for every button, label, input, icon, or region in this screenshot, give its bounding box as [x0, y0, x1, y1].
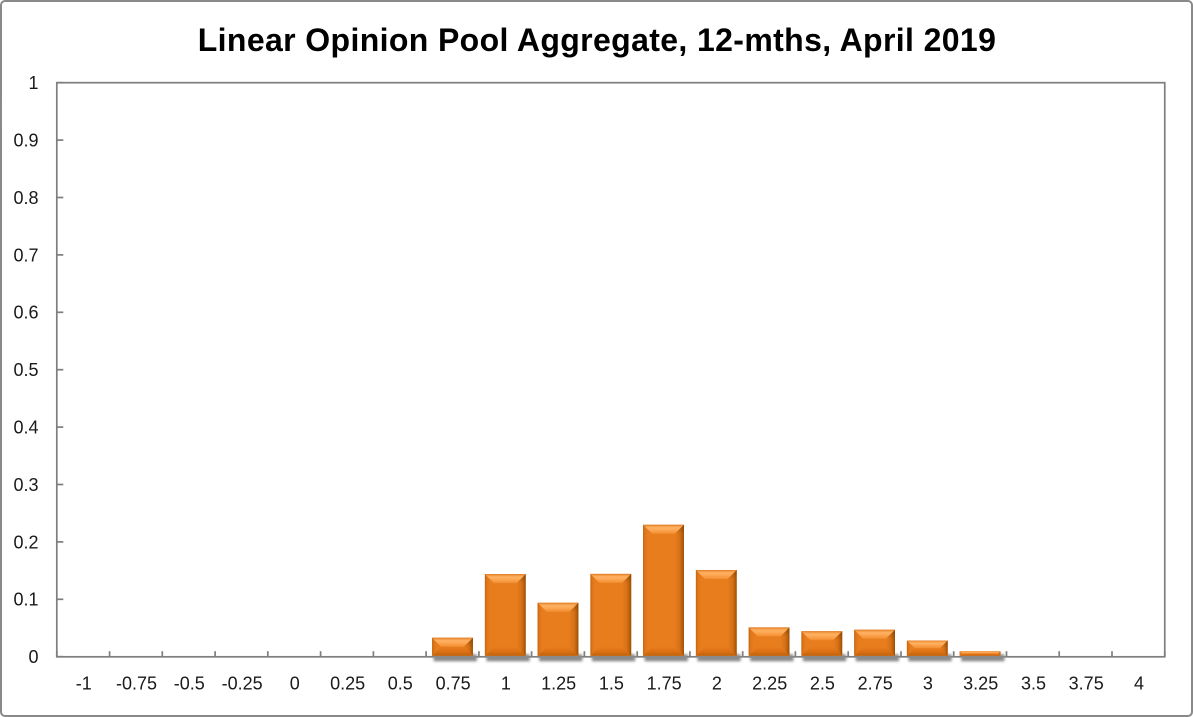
svg-text:1.5: 1.5 [599, 673, 624, 693]
svg-text:2.25: 2.25 [752, 673, 787, 693]
svg-text:0.2: 0.2 [13, 532, 38, 552]
svg-text:-0.25: -0.25 [222, 673, 263, 693]
svg-text:3.5: 3.5 [1021, 673, 1046, 693]
svg-text:0.5: 0.5 [388, 673, 413, 693]
svg-text:0.8: 0.8 [13, 188, 38, 208]
svg-text:3.25: 3.25 [963, 673, 998, 693]
svg-text:-0.5: -0.5 [174, 673, 205, 693]
svg-text:2.5: 2.5 [810, 673, 835, 693]
svg-text:0.1: 0.1 [13, 590, 38, 610]
svg-text:2: 2 [712, 673, 722, 693]
svg-text:1: 1 [501, 673, 511, 693]
svg-text:0.9: 0.9 [13, 131, 38, 151]
svg-text:0.6: 0.6 [13, 303, 38, 323]
svg-text:1.75: 1.75 [647, 673, 682, 693]
svg-text:0.4: 0.4 [13, 418, 38, 438]
svg-text:1: 1 [28, 73, 38, 93]
svg-text:3: 3 [923, 673, 933, 693]
svg-text:-1: -1 [76, 673, 92, 693]
svg-text:0.25: 0.25 [330, 673, 365, 693]
svg-text:0: 0 [28, 647, 38, 667]
svg-text:0.3: 0.3 [13, 475, 38, 495]
svg-text:0.75: 0.75 [436, 673, 471, 693]
svg-text:4: 4 [1134, 673, 1144, 693]
svg-text:3.75: 3.75 [1069, 673, 1104, 693]
svg-text:-0.75: -0.75 [116, 673, 157, 693]
svg-text:1.25: 1.25 [541, 673, 576, 693]
svg-text:0.7: 0.7 [13, 245, 38, 265]
svg-text:2.75: 2.75 [858, 673, 893, 693]
svg-text:Linear Opinion Pool Aggregate,: Linear Opinion Pool Aggregate, 12-mths, … [198, 22, 997, 58]
svg-text:0.5: 0.5 [13, 360, 38, 380]
svg-text:0: 0 [290, 673, 300, 693]
